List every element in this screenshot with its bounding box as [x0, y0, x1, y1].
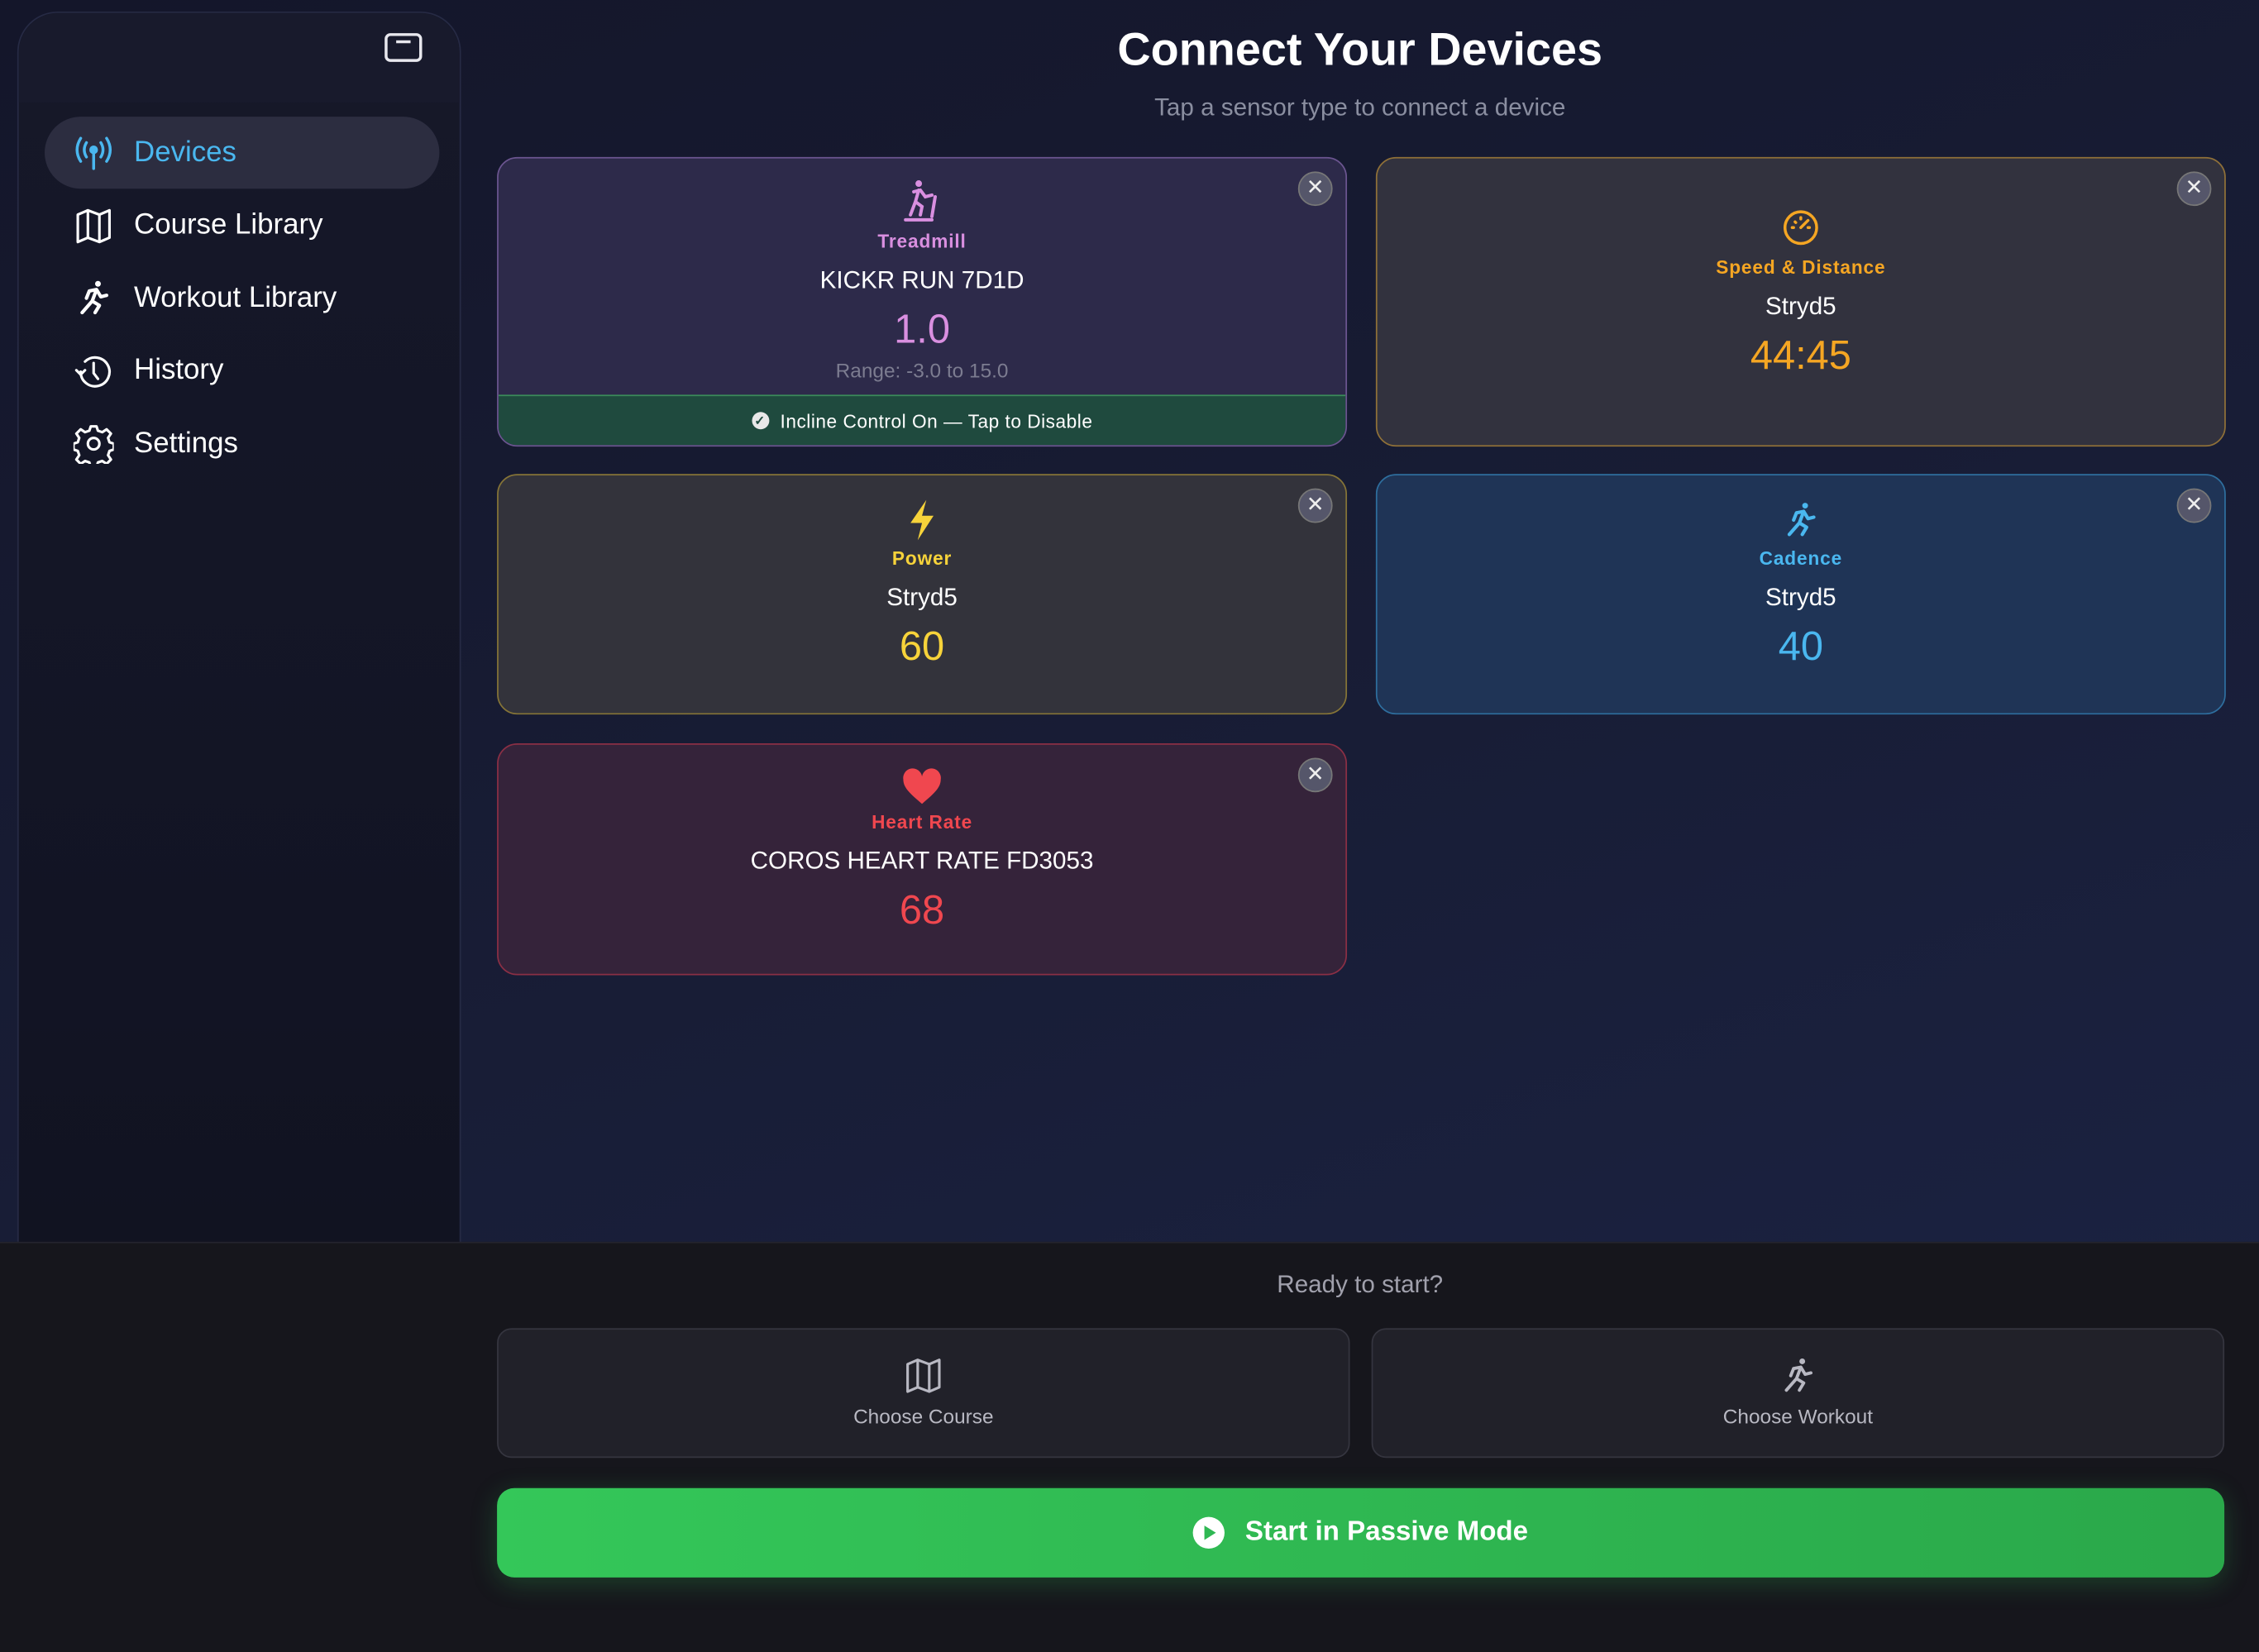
speed-distance-card[interactable]: ✕ Speed & Distance Stryd5 44:45 [1375, 156, 2226, 447]
device-name: Stryd5 [886, 583, 958, 611]
sidebar-header [18, 12, 460, 103]
history-clock-icon [74, 356, 111, 388]
lightning-bolt-icon [910, 499, 934, 541]
sidebar-item-devices[interactable]: Devices [45, 117, 440, 189]
device-name: Stryd5 [1765, 583, 1836, 611]
choose-workout-button[interactable]: Choose Workout [1371, 1328, 2225, 1459]
device-name: Stryd5 [1765, 292, 1836, 320]
incline-range: Range: -3.0 to 15.0 [835, 358, 1009, 382]
remove-device-button[interactable]: ✕ [2176, 171, 2212, 207]
antenna-icon [75, 136, 112, 170]
sensor-type-label: Cadence [1759, 547, 1843, 570]
sidebar-item-label: History [134, 355, 224, 387]
play-icon [1193, 1516, 1225, 1549]
running-figure-icon [1784, 1358, 1812, 1392]
running-figure-icon [1787, 503, 1816, 537]
sidebar-item-settings[interactable]: Settings [45, 408, 439, 480]
device-name: KICKR RUN 7D1D [819, 266, 1024, 294]
map-icon [76, 208, 111, 243]
remove-device-button[interactable]: ✕ [1297, 488, 1333, 523]
start-passive-mode-button[interactable]: Start in Passive Mode [497, 1487, 2225, 1578]
sensor-type-label: Heart Rate [872, 810, 973, 833]
gear-icon [73, 425, 114, 465]
sidebar-item-history[interactable]: History [45, 336, 439, 408]
sidebar-item-course-library[interactable]: Course Library [45, 189, 439, 261]
sensor-type-label: Power [891, 547, 953, 570]
sidebar-nav: Devices Course Library Workout Library H… [45, 117, 440, 481]
map-icon [906, 1358, 941, 1393]
choose-course-label: Choose Course [853, 1404, 994, 1428]
sensor-value: 40 [1778, 623, 1824, 669]
treadmill-card[interactable]: ✕ Treadmill KICKR RUN 7D1D 1.0 Range: -3… [497, 156, 1348, 447]
sensor-value: 1.0 [894, 307, 950, 352]
sidebar-item-label: Settings [134, 427, 238, 460]
sidebar-item-workout-library[interactable]: Workout Library [45, 262, 439, 334]
choose-workout-label: Choose Workout [1722, 1404, 1873, 1428]
sensor-value: 68 [899, 887, 945, 933]
treadmill-icon [904, 180, 937, 222]
sidebar-item-label: Devices [134, 136, 236, 168]
cadence-card[interactable]: ✕ Cadence Stryd5 40 [1375, 474, 2226, 715]
remove-device-button[interactable]: ✕ [1297, 171, 1333, 207]
sensor-value: 60 [899, 623, 945, 669]
remove-device-button[interactable]: ✕ [2176, 488, 2212, 523]
page-title: Connect Your Devices [1117, 22, 1603, 75]
sidebar-item-label: Course Library [134, 208, 323, 241]
power-card[interactable]: ✕ Power Stryd5 60 [497, 474, 1348, 715]
device-name: COROS HEART RATE FD3053 [750, 847, 1094, 875]
page-subtitle: Tap a sensor type to connect a device [1154, 93, 1566, 122]
running-figure-icon [80, 281, 109, 315]
choose-course-button[interactable]: Choose Course [497, 1328, 1350, 1459]
start-label: Start in Passive Mode [1244, 1516, 1529, 1548]
sidebar-toggle-button[interactable] [384, 33, 423, 62]
remove-device-button[interactable]: ✕ [1297, 757, 1333, 793]
sensor-type-label: Treadmill [877, 230, 967, 252]
incline-control-toggle[interactable]: ✓ Incline Control On — Tap to Disable [498, 394, 1346, 446]
incline-control-label: Incline Control On — Tap to Disable [780, 409, 1093, 432]
speedometer-icon [1783, 210, 1818, 246]
ready-label: Ready to start? [1277, 1270, 1444, 1298]
heart-rate-card[interactable]: ✕ Heart Rate COROS HEART RATE FD3053 68 [497, 743, 1348, 976]
checkmark-icon: ✓ [751, 412, 769, 430]
sensor-type-label: Speed & Distance [1716, 256, 1886, 279]
sidebar-item-label: Workout Library [134, 281, 337, 314]
sensor-value: 44:45 [1750, 332, 1851, 378]
heart-icon [903, 768, 941, 805]
